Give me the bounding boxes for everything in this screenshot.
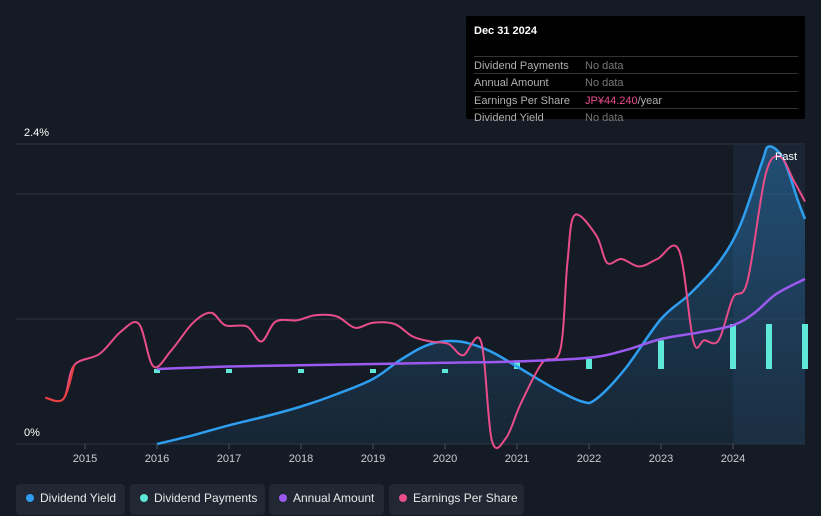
tooltip-label: Earnings Per Share	[474, 95, 570, 107]
earnings-per-share-negative-segment	[45, 364, 76, 403]
tooltip-value: JP¥44.240/year	[585, 95, 662, 107]
x-tick-label: 2019	[361, 453, 385, 465]
tooltip-row: Dividend Yield No data	[474, 108, 798, 126]
x-axis: 2015 2016 2017 2018 2019 2020 2021 2022 2023 2024	[73, 444, 745, 465]
dividend-payment-bar	[658, 340, 664, 369]
tooltip-row: Annual Amount No data	[474, 73, 798, 91]
x-tick-label: 2023	[649, 453, 673, 465]
tooltip-label: Dividend Payments	[474, 60, 569, 72]
legend-dot	[140, 493, 148, 502]
dividend-payment-bar	[154, 369, 160, 373]
tooltip-row: Dividend Payments No data	[474, 56, 798, 74]
legend-label: Annual Amount	[293, 491, 375, 505]
chart: 2.4% 0% Past 2015 2016 2017 2018 2019 2020 202…	[16, 127, 808, 465]
x-tick-label: 2021	[505, 453, 529, 465]
legend-item-dividend-yield[interactable]: Dividend Yield	[16, 484, 125, 515]
tooltip-eps-value: JP¥44.240	[585, 95, 638, 107]
annual-amount-line	[156, 277, 806, 371]
dividend-payment-bar	[370, 369, 376, 373]
tooltip-label: Annual Amount	[474, 77, 549, 89]
dividend-payment-bar	[766, 324, 772, 369]
y-tick-top: 2.4%	[24, 127, 49, 139]
legend-label: Dividend Payments	[154, 491, 258, 505]
legend-item-dividend-payments[interactable]: Dividend Payments	[130, 484, 265, 515]
x-tick-label: 2024	[721, 453, 745, 465]
x-tick-label: 2015	[73, 453, 97, 465]
legend-item-annual-amount[interactable]: Annual Amount	[269, 484, 384, 515]
legend-dot	[279, 493, 287, 502]
tooltip-value: No data	[585, 60, 624, 72]
legend-label: Dividend Yield	[40, 491, 117, 505]
dividend-yield-area	[157, 146, 805, 444]
dividend-payment-bar	[514, 360, 520, 369]
legend-dot	[26, 493, 34, 502]
tooltip-unit: /year	[637, 95, 663, 107]
dividend-yield-line	[156, 145, 807, 446]
tooltip: Dec 31 2024 Dividend Payments No data An…	[466, 16, 805, 124]
tooltip-date: Dec 31 2024	[474, 25, 537, 37]
past-label: Past	[775, 151, 797, 163]
legend-item-earnings-per-share[interactable]: Earnings Per Share	[389, 484, 524, 515]
legend-dot	[399, 493, 407, 502]
y-tick-bottom: 0%	[24, 427, 40, 439]
dividend-payment-bar	[730, 324, 736, 369]
legend-label: Earnings Per Share	[413, 491, 518, 505]
dividend-payment-bar	[442, 369, 448, 373]
tooltip-value: No data	[585, 77, 624, 89]
dividend-payment-bar	[586, 359, 592, 369]
tooltip-value: No data	[585, 112, 624, 124]
dividend-payment-bar	[802, 324, 808, 369]
tooltip-row: Earnings Per Share JP¥44.240/year	[474, 91, 798, 109]
x-tick-label: 2018	[289, 453, 313, 465]
x-tick-label: 2022	[577, 453, 601, 465]
tooltip-label: Dividend Yield	[474, 112, 544, 124]
dividend-payment-bar	[298, 369, 304, 373]
dividend-payment-bar	[226, 369, 232, 373]
x-tick-label: 2016	[145, 453, 169, 465]
earnings-per-share-line	[45, 155, 806, 450]
x-tick-label: 2020	[433, 453, 457, 465]
x-tick-label: 2017	[217, 453, 241, 465]
